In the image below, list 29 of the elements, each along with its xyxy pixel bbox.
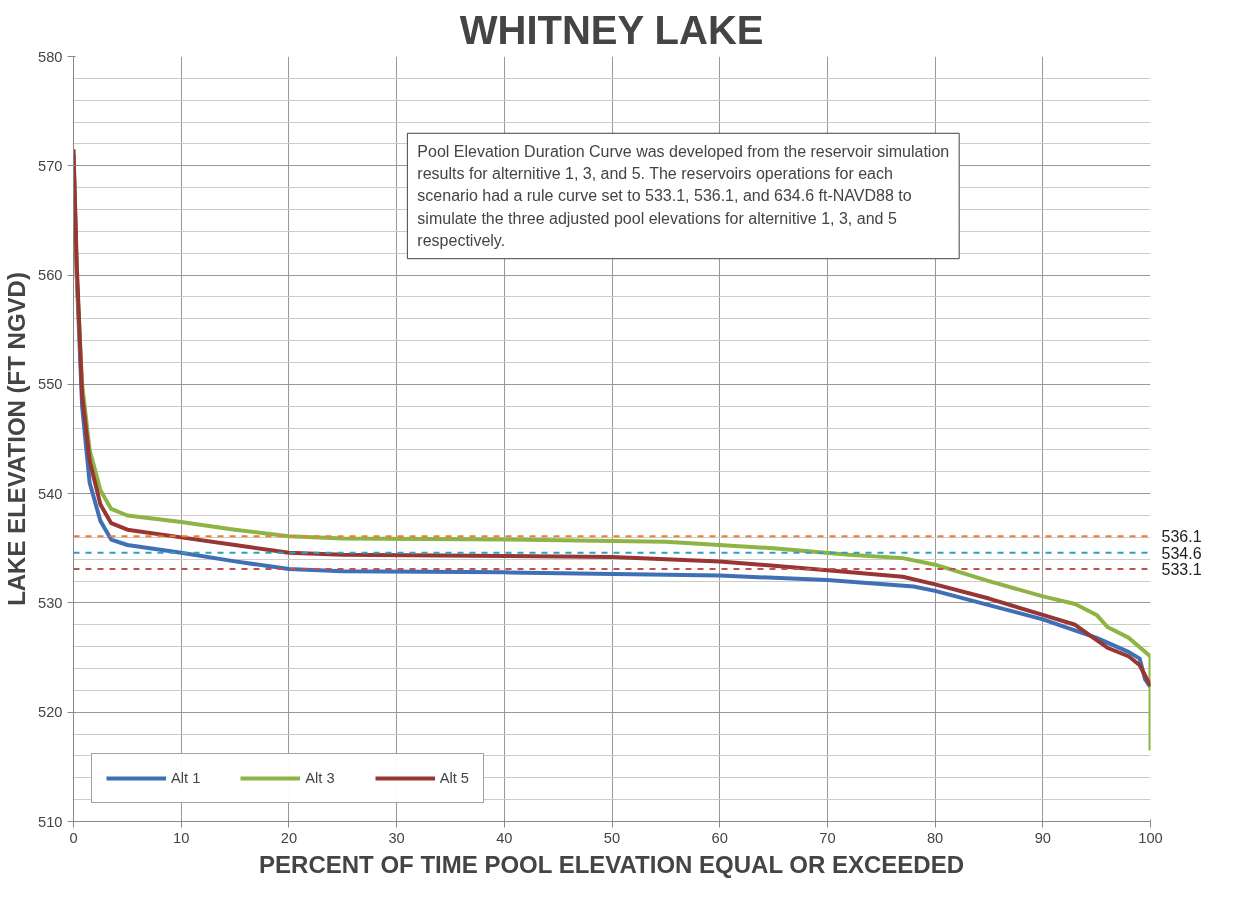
x-tick-label: 60 — [711, 829, 728, 846]
x-tick-label: 0 — [69, 829, 78, 846]
y-tick-label: 560 — [38, 267, 63, 284]
x-tick-label: 80 — [926, 829, 944, 846]
legend-label: Alt 3 — [305, 770, 335, 786]
y-tick-label: 530 — [38, 594, 63, 611]
chart-title: WHITNEY LAKE — [459, 7, 764, 52]
ref-line-label: 533.1 — [1161, 561, 1202, 579]
x-tick-label: 70 — [819, 829, 836, 846]
ref-line-label: 534.6 — [1161, 544, 1202, 562]
y-tick-label: 550 — [38, 376, 63, 393]
legend-label: Alt 5 — [439, 770, 469, 786]
x-tick-label: 30 — [388, 829, 405, 846]
x-tick-label: 20 — [280, 829, 298, 846]
x-tick-label: 100 — [1138, 829, 1163, 846]
y-axis-title: LAKE ELEVATION (FT NGVD) — [3, 272, 31, 606]
x-axis-title: PERCENT OF TIME POOL ELEVATION EQUAL OR EXCEEDED — [259, 850, 965, 878]
y-tick-label: 510 — [38, 813, 63, 830]
y-tick-label: 540 — [38, 485, 63, 502]
x-tick-label: 40 — [496, 829, 513, 846]
x-tick-label: 50 — [603, 829, 621, 846]
x-tick-label: 10 — [173, 829, 190, 846]
y-tick-label: 580 — [38, 48, 63, 65]
annotation: Pool Elevation Duration Curve was developed from the reservoir simulation results for alternitive 1, 3, and 5. The reservoirs operations for each scenario had a rule curve set to 533.1, 536.1, and 634.6 ft-NAVD88 to simulate the three adjusted pool elevations for alternitive 1, 3, and 5 respectively. — [417, 143, 950, 249]
legend-label: Alt 1 — [171, 770, 201, 786]
x-tick-label: 90 — [1034, 829, 1051, 846]
ref-line-label: 536.1 — [1161, 528, 1202, 546]
y-tick-label: 570 — [38, 157, 63, 174]
y-tick-label: 520 — [38, 704, 63, 721]
